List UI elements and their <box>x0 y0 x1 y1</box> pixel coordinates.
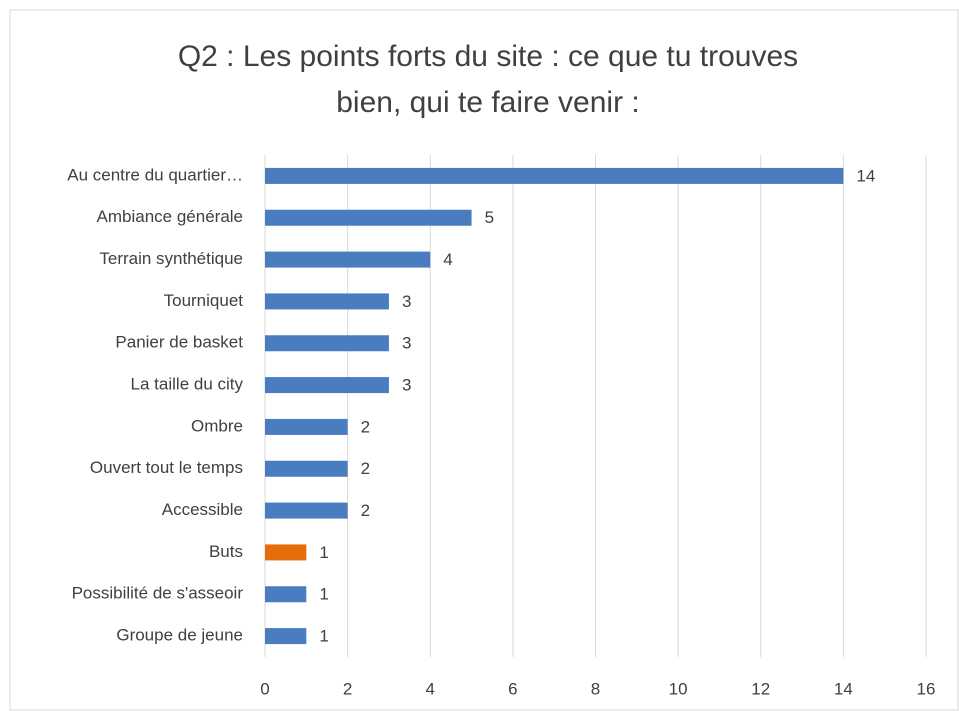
x-tick-label: 0 <box>260 679 269 698</box>
bar <box>265 418 348 435</box>
bar <box>265 209 472 226</box>
data-label: 1 <box>319 627 328 646</box>
y-tick-label: Tourniquet <box>164 291 244 310</box>
y-tick-label: Possibilité de s'asseoir <box>72 584 244 603</box>
data-label: 14 <box>856 166 875 185</box>
x-tick-label: 8 <box>591 679 600 698</box>
bar <box>265 335 389 352</box>
y-tick-label: Ombre <box>191 416 243 435</box>
x-tick-label: 16 <box>917 679 936 698</box>
x-tick-label: 4 <box>426 679 435 698</box>
data-label: 2 <box>361 501 370 520</box>
x-tick-label: 12 <box>751 679 770 698</box>
data-label: 3 <box>402 292 411 311</box>
chart-title: bien, qui te faire venir : <box>336 86 640 119</box>
x-tick-label: 14 <box>834 679 853 698</box>
data-label: 2 <box>361 417 370 436</box>
bar <box>265 293 389 310</box>
y-tick-label: La taille du city <box>131 375 244 394</box>
data-label: 5 <box>485 208 494 227</box>
bar <box>265 251 431 268</box>
chart-title: Q2 : Les points forts du site : ce que t… <box>178 40 798 73</box>
x-tick-label: 6 <box>508 679 517 698</box>
bar <box>265 502 348 519</box>
x-tick-label: 2 <box>343 679 352 698</box>
data-label: 2 <box>361 459 370 478</box>
bar <box>265 167 844 184</box>
y-tick-label: Buts <box>209 542 243 561</box>
data-label: 3 <box>402 376 411 395</box>
bar <box>265 460 348 477</box>
bar <box>265 377 389 394</box>
bar <box>265 544 307 561</box>
data-label: 1 <box>319 585 328 604</box>
data-label: 4 <box>443 250 452 269</box>
chart-frame <box>9 9 959 711</box>
y-tick-label: Terrain synthétique <box>99 249 243 268</box>
data-label: 1 <box>319 543 328 562</box>
y-tick-label: Ouvert tout le temps <box>90 458 243 477</box>
y-tick-label: Au centre du quartier… <box>67 165 243 184</box>
y-tick-label: Accessible <box>162 500 243 519</box>
x-tick-label: 10 <box>669 679 688 698</box>
bar <box>265 586 307 603</box>
bar <box>265 628 307 645</box>
y-tick-label: Panier de basket <box>115 333 243 352</box>
data-label: 3 <box>402 334 411 353</box>
y-tick-label: Ambiance générale <box>97 207 243 226</box>
y-tick-label: Groupe de jeune <box>116 626 243 645</box>
